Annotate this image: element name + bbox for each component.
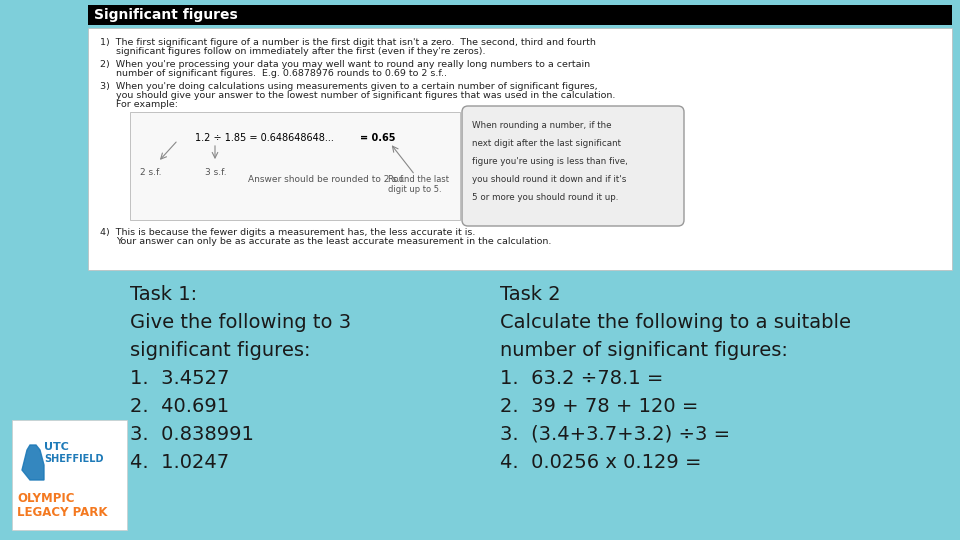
Text: 4)  This is because the fewer digits a measurement has, the less accurate it is.: 4) This is because the fewer digits a me… xyxy=(100,228,475,237)
Text: next digit after the last significant: next digit after the last significant xyxy=(472,139,621,148)
Text: you should round it down and if it's: you should round it down and if it's xyxy=(472,175,626,184)
Text: 3.  (3.4+3.7+3.2) ÷3 =: 3. (3.4+3.7+3.2) ÷3 = xyxy=(500,425,731,444)
Text: Task 2: Task 2 xyxy=(500,285,561,304)
Text: = 0.65: = 0.65 xyxy=(360,133,396,143)
Text: SHEFFIELD: SHEFFIELD xyxy=(44,454,104,464)
Text: number of significant figures:: number of significant figures: xyxy=(500,341,788,360)
Text: number of significant figures.  E.g. 0.6878976 rounds to 0.69 to 2 s.f..: number of significant figures. E.g. 0.68… xyxy=(116,69,447,78)
Text: 3 s.f.: 3 s.f. xyxy=(205,168,227,177)
Text: 3)  When you're doing calculations using measurements given to a certain number : 3) When you're doing calculations using … xyxy=(100,82,598,91)
FancyBboxPatch shape xyxy=(88,28,952,270)
Text: 1.2 ÷ 1.85 = 0.648648648...: 1.2 ÷ 1.85 = 0.648648648... xyxy=(195,133,334,143)
Text: Calculate the following to a suitable: Calculate the following to a suitable xyxy=(500,313,851,332)
Text: Task 1:: Task 1: xyxy=(130,285,197,304)
Text: 4.  0.0256 x 0.129 =: 4. 0.0256 x 0.129 = xyxy=(500,453,702,472)
Text: For example:: For example: xyxy=(116,100,178,109)
Text: 2.  40.691: 2. 40.691 xyxy=(130,397,229,416)
FancyBboxPatch shape xyxy=(130,112,460,220)
Text: Give the following to 3: Give the following to 3 xyxy=(130,313,351,332)
Text: figure you're using is less than five,: figure you're using is less than five, xyxy=(472,157,628,166)
Text: Round the last
digit up to 5.: Round the last digit up to 5. xyxy=(388,175,449,194)
Text: 1)  The first significant figure of a number is the first digit that isn't a zer: 1) The first significant figure of a num… xyxy=(100,38,596,47)
Text: 4.  1.0247: 4. 1.0247 xyxy=(130,453,229,472)
Text: UTC: UTC xyxy=(44,442,69,452)
FancyBboxPatch shape xyxy=(462,106,684,226)
Text: OLYMPIC: OLYMPIC xyxy=(17,492,75,505)
FancyBboxPatch shape xyxy=(12,420,127,530)
Text: Your answer can only be as accurate as the least accurate measurement in the cal: Your answer can only be as accurate as t… xyxy=(116,237,551,246)
Text: 5 or more you should round it up.: 5 or more you should round it up. xyxy=(472,193,618,202)
Text: Answer should be rounded to 2 s.f.: Answer should be rounded to 2 s.f. xyxy=(248,175,405,184)
FancyBboxPatch shape xyxy=(88,5,952,25)
Text: Significant figures: Significant figures xyxy=(94,8,238,22)
Text: significant figures:: significant figures: xyxy=(130,341,310,360)
Text: LEGACY PARK: LEGACY PARK xyxy=(17,506,108,519)
Text: significant figures follow on immediately after the first (even if they're zeros: significant figures follow on immediatel… xyxy=(116,47,486,56)
Text: When rounding a number, if the: When rounding a number, if the xyxy=(472,121,612,130)
Text: 3.  0.838991: 3. 0.838991 xyxy=(130,425,253,444)
Text: 2)  When you're processing your data you may well want to round any really long : 2) When you're processing your data you … xyxy=(100,60,590,69)
Polygon shape xyxy=(22,445,44,480)
Text: 1.  63.2 ÷78.1 =: 1. 63.2 ÷78.1 = xyxy=(500,369,663,388)
Text: 2 s.f.: 2 s.f. xyxy=(140,168,161,177)
Text: 2.  39 + 78 + 120 =: 2. 39 + 78 + 120 = xyxy=(500,397,698,416)
Text: you should give your answer to the lowest number of significant figures that was: you should give your answer to the lowes… xyxy=(116,91,615,100)
Text: 1.  3.4527: 1. 3.4527 xyxy=(130,369,229,388)
